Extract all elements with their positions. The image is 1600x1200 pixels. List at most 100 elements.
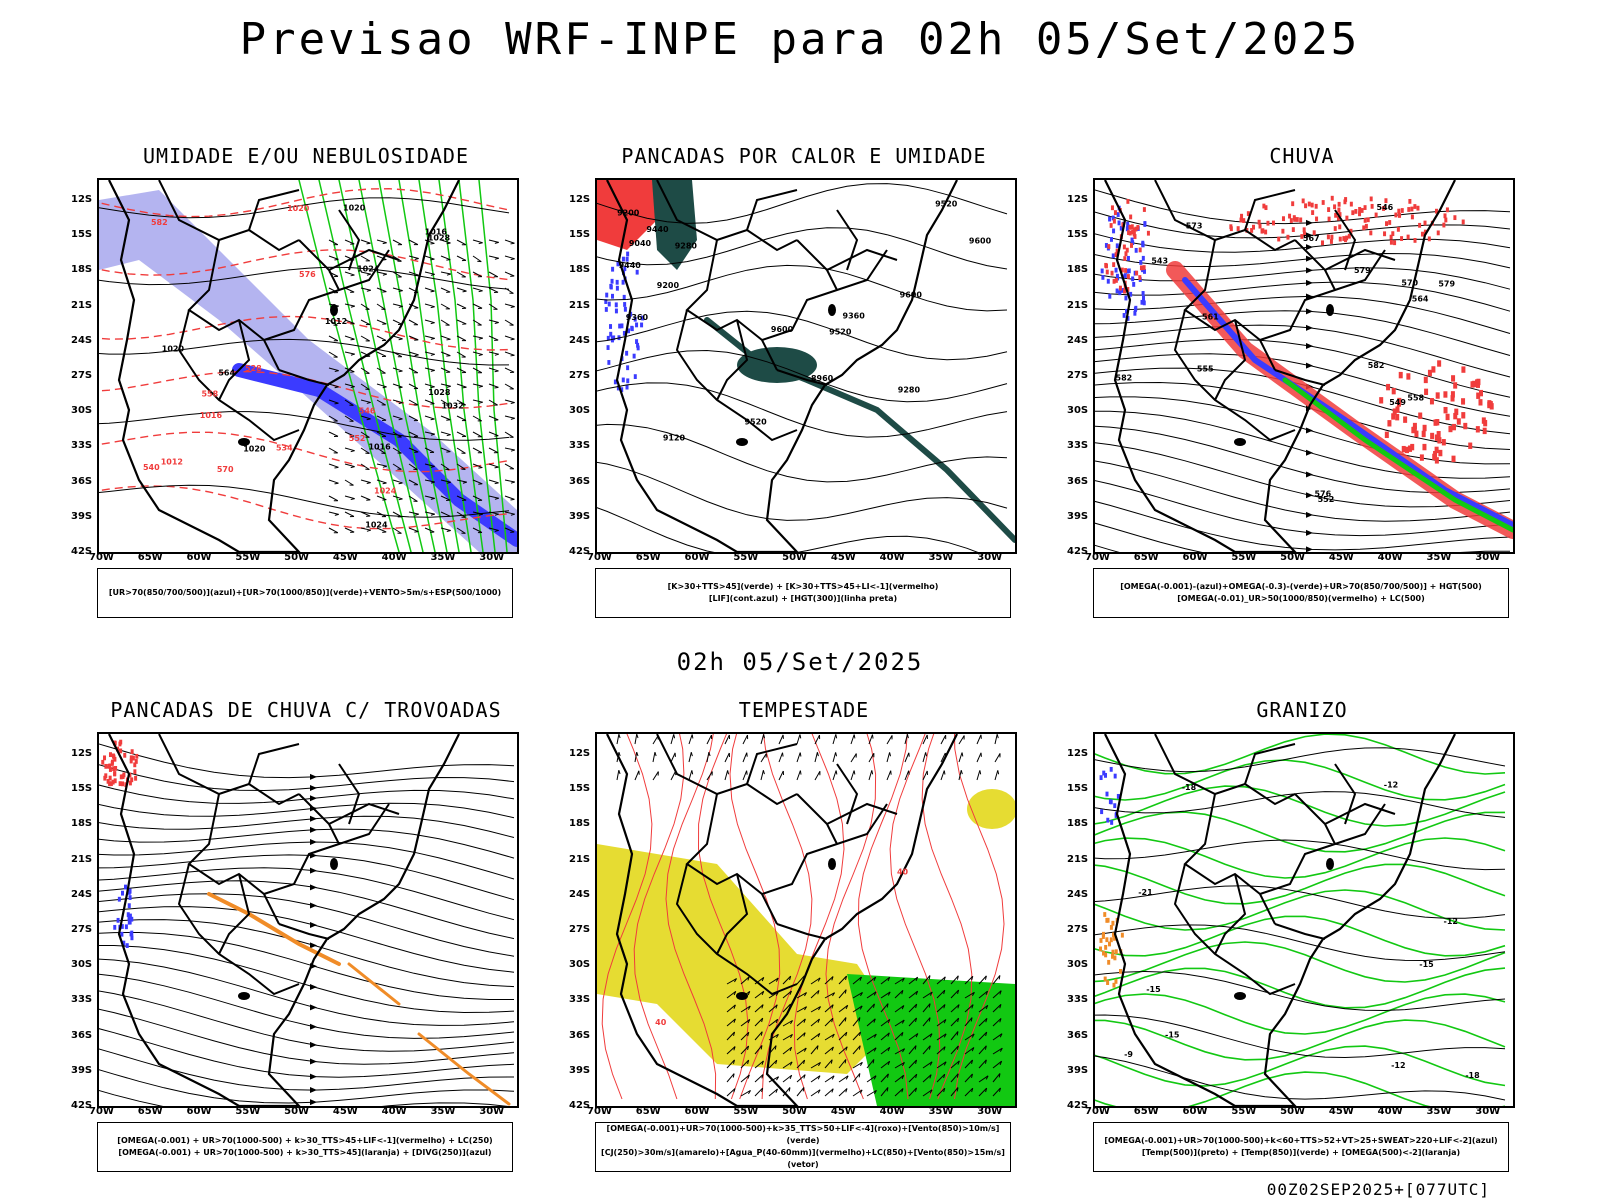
contour-label: 564 bbox=[1412, 295, 1429, 304]
contour-label: 1032 bbox=[441, 402, 463, 411]
contour-label: 1016 bbox=[200, 411, 223, 420]
contour-label: 9600 bbox=[900, 291, 923, 300]
latitude-tick-label: 18S bbox=[569, 264, 591, 276]
latitude-tick-label: 24S bbox=[569, 888, 591, 900]
contour-label: -15 bbox=[1146, 985, 1161, 994]
contour-label: 1024 bbox=[374, 486, 397, 495]
panel-legend: [K>30+TTS>45](verde) + [K>30+TTS>45+LI<-… bbox=[595, 568, 1011, 618]
panel-legend: [OMEGA(-0.001) + UR>70(1000-500) + k>30_… bbox=[97, 1122, 513, 1172]
panel-title: TEMPESTADE bbox=[738, 698, 870, 722]
longitude-tick-label: 70W bbox=[587, 1106, 612, 1117]
contour-label: 570 bbox=[217, 465, 234, 474]
contour-label: 558 bbox=[1407, 393, 1424, 402]
latitude-tick-label: 12S bbox=[569, 194, 591, 205]
contour-label: 534 bbox=[276, 443, 293, 452]
latitude-tick-label: 39S bbox=[569, 1064, 591, 1076]
longitude-tick-label: 40W bbox=[1377, 1106, 1403, 1117]
longitude-tick-label: 40W bbox=[381, 1106, 407, 1117]
latitude-tick-label: 30S bbox=[71, 959, 93, 971]
latitude-tick-label: 21S bbox=[71, 299, 93, 311]
contour-label: -18 bbox=[1182, 783, 1197, 792]
contour-label: 1012 bbox=[161, 457, 183, 466]
latitude-tick-label: 21S bbox=[1067, 853, 1089, 865]
longitude-tick-label: 45W bbox=[1328, 552, 1354, 563]
contour-label: 9200 bbox=[657, 281, 680, 290]
legend-line: [OMEGA(-0.001)+UR>70(1000-500)+k<60+TTS>… bbox=[1104, 1136, 1498, 1145]
latitude-tick-label: 33S bbox=[71, 440, 93, 452]
longitude-tick-label: 70W bbox=[89, 1106, 114, 1117]
contour-label: 9440 bbox=[619, 261, 642, 270]
contour-label: 552 bbox=[1318, 495, 1335, 504]
longitude-tick-label: 60W bbox=[186, 1106, 212, 1117]
longitude-tick-label: 45W bbox=[830, 552, 856, 563]
contour-label: 567 bbox=[1303, 234, 1320, 243]
map-graphic: -9 -12 -12 -15 -18 -15 -12 -21 -18 -15 bbox=[1095, 734, 1506, 1106]
latitude-tick-label: 18S bbox=[71, 818, 93, 830]
latitude-tick-label: 12S bbox=[1067, 194, 1089, 205]
contour-label: 1016 bbox=[368, 442, 391, 451]
latitude-tick-label: 24S bbox=[71, 888, 93, 900]
contour-label: 9120 bbox=[663, 433, 686, 442]
longitude-tick-label: 40W bbox=[879, 552, 905, 563]
contour-label: 582 bbox=[151, 218, 168, 227]
main-title: Previsao WRF-INPE para 02h 05/Set/2025 bbox=[239, 14, 1361, 65]
contour-label: 9520 bbox=[935, 200, 958, 209]
latitude-tick-label: 12S bbox=[71, 748, 93, 759]
longitude-tick-label: 45W bbox=[1328, 1106, 1354, 1117]
contour-label: 40 bbox=[655, 1018, 667, 1027]
latitude-tick-label: 36S bbox=[71, 1029, 93, 1041]
map-graphic bbox=[99, 734, 515, 1106]
latitude-tick-label: 12S bbox=[1067, 748, 1089, 759]
panel-title: UMIDADE E/OU NEBULOSIDADE bbox=[142, 144, 470, 168]
contour-label: 549 bbox=[1389, 398, 1406, 407]
contour-label: 9440 bbox=[646, 225, 669, 234]
legend-line: [OMEGA(-0.001)+UR>70(1000-500)+k>35_TTS>… bbox=[606, 1124, 1000, 1145]
latitude-tick-label: 39S bbox=[569, 510, 591, 522]
contour-label: 9360 bbox=[626, 313, 649, 322]
longitude-tick-label: 35W bbox=[430, 552, 456, 563]
latitude-tick-label: 39S bbox=[71, 1064, 93, 1076]
latitude-tick-label: 15S bbox=[569, 783, 591, 795]
legend-line: [OMEGA(-0.01)_UR>50(1000/850)(vermelho) … bbox=[1177, 594, 1425, 603]
contour-label: 564 bbox=[218, 369, 235, 378]
latitude-tick-label: 15S bbox=[1067, 783, 1089, 795]
contour-label: 9040 bbox=[629, 239, 652, 248]
contour-label: 1024 bbox=[365, 521, 388, 530]
contour-label: 576 bbox=[299, 270, 316, 279]
longitude-tick-label: 30W bbox=[479, 1106, 505, 1117]
longitude-tick-label: 60W bbox=[1182, 552, 1208, 563]
latitude-tick-label: 21S bbox=[569, 299, 591, 311]
latitude-tick-label: 30S bbox=[569, 959, 591, 971]
latitude-tick-label: 27S bbox=[569, 370, 591, 381]
longitude-tick-label: 55W bbox=[733, 1106, 759, 1117]
latitude-tick-label: 24S bbox=[1067, 888, 1089, 900]
longitude-tick-label: 40W bbox=[1377, 552, 1403, 563]
contour-label: 1028 bbox=[428, 388, 451, 397]
contour-label: 540 bbox=[143, 463, 160, 472]
longitude-tick-label: 70W bbox=[1085, 1106, 1110, 1117]
map-canvas: 40 40 bbox=[595, 732, 1017, 1108]
contour-label: 528 bbox=[245, 364, 262, 373]
longitude-tick-label: 50W bbox=[284, 552, 310, 563]
contour-label: 1012 bbox=[325, 317, 347, 326]
latitude-tick-label: 36S bbox=[569, 1029, 591, 1041]
contour-label: -15 bbox=[1419, 960, 1434, 969]
latitude-tick-label: 39S bbox=[1067, 510, 1089, 522]
latitude-tick-label: 30S bbox=[71, 405, 93, 417]
longitude-tick-label: 70W bbox=[587, 552, 612, 563]
panel-legend: [UR>70(850/700/500)](azul)+[UR>70(1000/8… bbox=[97, 568, 513, 618]
contour-label: -18 bbox=[1465, 1071, 1480, 1080]
contour-label: 546 bbox=[359, 407, 376, 416]
legend-line: [CJ(250)>30m/s](amarelo)+[Agua_P(40-60mm… bbox=[601, 1148, 1005, 1169]
longitude-tick-label: 40W bbox=[381, 552, 407, 563]
contour-label: -9 bbox=[1124, 1050, 1133, 1059]
contour-label: -12 bbox=[1444, 917, 1458, 926]
longitude-tick-label: 55W bbox=[733, 552, 759, 563]
latitude-tick-label: 21S bbox=[1067, 299, 1089, 311]
longitude-tick-label: 50W bbox=[284, 1106, 310, 1117]
latitude-tick-label: 24S bbox=[1067, 334, 1089, 346]
legend-line: [UR>70(850/700/500)](azul)+[UR>70(1000/8… bbox=[108, 588, 502, 597]
latitude-tick-label: 36S bbox=[1067, 475, 1089, 487]
map-graphic: 9600 9600 9600 9520 9520 9520 9440 9440 9360 9280… bbox=[597, 180, 1015, 552]
latitude-tick-label: 12S bbox=[569, 748, 591, 759]
